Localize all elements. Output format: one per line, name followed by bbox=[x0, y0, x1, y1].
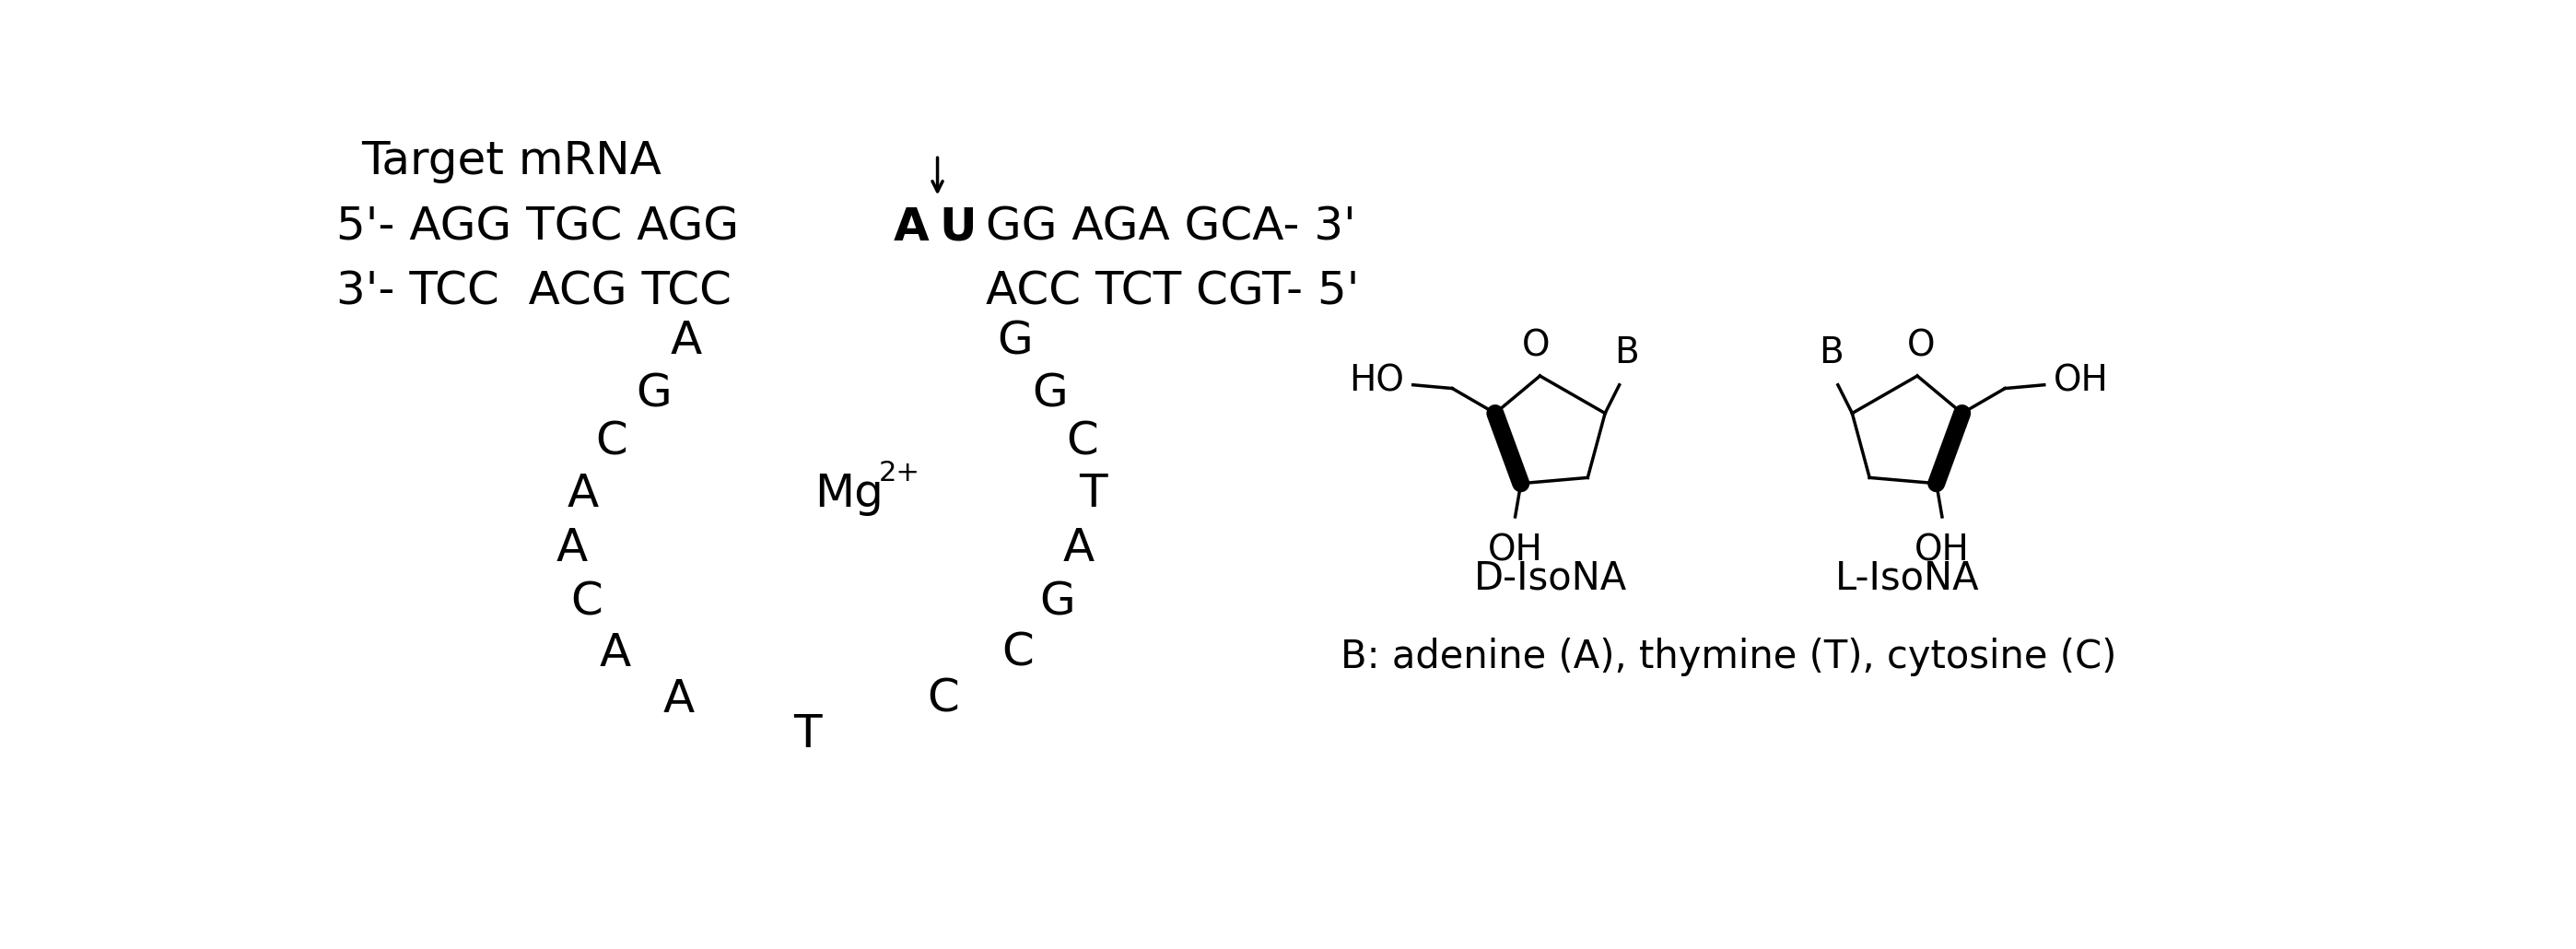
Text: C: C bbox=[927, 677, 958, 721]
Text: G: G bbox=[997, 319, 1033, 363]
Text: C: C bbox=[1066, 419, 1097, 464]
Text: 5'- AGG TGC AGG: 5'- AGG TGC AGG bbox=[337, 205, 755, 250]
Text: B: B bbox=[1615, 336, 1638, 371]
Text: C: C bbox=[595, 419, 626, 464]
Text: D-IsoNA: D-IsoNA bbox=[1473, 559, 1625, 598]
Text: B: adenine (A), thymine (T), cytosine (C): B: adenine (A), thymine (T), cytosine (C… bbox=[1340, 638, 2117, 676]
Text: A: A bbox=[556, 526, 587, 570]
Text: B: B bbox=[1819, 336, 1842, 371]
Text: T: T bbox=[1079, 472, 1108, 515]
Text: A: A bbox=[662, 677, 696, 721]
Text: A: A bbox=[600, 631, 631, 675]
Text: U: U bbox=[940, 205, 976, 250]
Text: O: O bbox=[1522, 328, 1551, 363]
Text: ACC TCT CGT- 5': ACC TCT CGT- 5' bbox=[987, 270, 1360, 313]
Text: OH: OH bbox=[1914, 533, 1971, 568]
Text: A: A bbox=[670, 319, 701, 363]
Text: L-IsoNA: L-IsoNA bbox=[1834, 559, 1978, 598]
Text: O: O bbox=[1906, 328, 1935, 363]
Text: OH: OH bbox=[2053, 363, 2110, 399]
Text: Target mRNA: Target mRNA bbox=[361, 139, 662, 183]
Text: A: A bbox=[894, 205, 930, 250]
Text: OH: OH bbox=[1486, 533, 1543, 568]
Text: C: C bbox=[1002, 631, 1033, 675]
Text: G: G bbox=[1041, 580, 1074, 624]
Text: T: T bbox=[793, 713, 822, 756]
Text: Mg: Mg bbox=[814, 472, 884, 515]
Text: 3'- TCC  ACG TCC: 3'- TCC ACG TCC bbox=[337, 270, 732, 313]
Text: G: G bbox=[636, 372, 672, 417]
Text: 2+: 2+ bbox=[878, 459, 920, 486]
Text: A: A bbox=[1064, 526, 1095, 570]
Text: HO: HO bbox=[1350, 363, 1404, 399]
Text: A: A bbox=[567, 472, 598, 515]
Text: GG AGA GCA- 3': GG AGA GCA- 3' bbox=[987, 205, 1355, 250]
Text: G: G bbox=[1033, 372, 1069, 417]
Text: C: C bbox=[569, 580, 603, 624]
